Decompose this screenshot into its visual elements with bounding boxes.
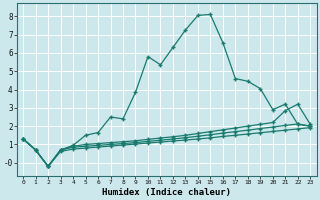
X-axis label: Humidex (Indice chaleur): Humidex (Indice chaleur)	[102, 188, 231, 197]
